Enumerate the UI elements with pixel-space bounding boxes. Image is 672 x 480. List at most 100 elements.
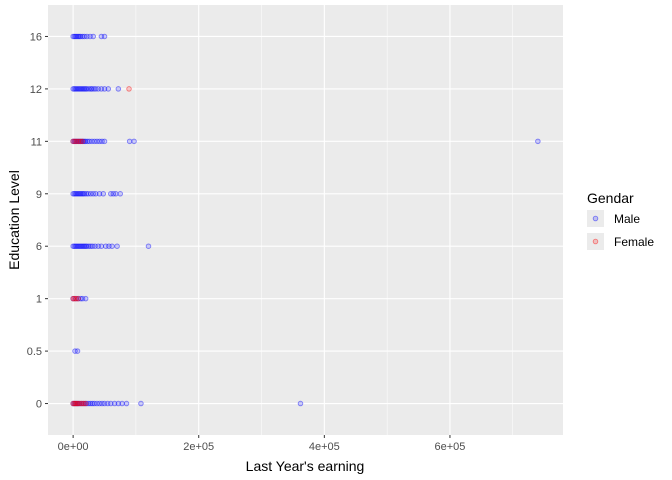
data-point — [108, 191, 114, 197]
gridlines — [48, 5, 563, 435]
data-point — [75, 86, 81, 92]
data-point — [84, 33, 90, 40]
data-point — [114, 243, 120, 249]
data-point — [74, 33, 80, 40]
data-point — [74, 243, 80, 249]
data-point — [86, 400, 92, 407]
data-point — [72, 400, 79, 407]
data-point — [84, 138, 91, 145]
data-points — [70, 33, 541, 407]
legend-title: Gendar — [587, 190, 634, 206]
x-tick-label: 2e+05 — [183, 441, 214, 453]
data-point — [70, 400, 76, 407]
data-point — [91, 400, 98, 407]
data-point — [76, 138, 83, 145]
y-tick-label: 9 — [36, 189, 42, 201]
y-tick-label: 12 — [30, 84, 42, 96]
data-point — [71, 191, 78, 197]
data-point — [71, 243, 78, 249]
data-point — [117, 191, 123, 197]
data-point — [82, 86, 89, 92]
data-point — [89, 400, 96, 407]
data-point — [80, 86, 86, 92]
x-tick-label: 4e+05 — [309, 441, 340, 453]
data-point — [72, 138, 78, 145]
data-point — [92, 191, 99, 197]
data-point — [110, 191, 117, 197]
legend-key — [587, 233, 604, 250]
data-point — [109, 243, 115, 249]
data-point — [115, 86, 122, 92]
data-point — [98, 243, 105, 249]
data-point — [75, 33, 81, 40]
data-point — [92, 243, 98, 249]
data-point — [84, 86, 90, 92]
data-point — [80, 400, 86, 407]
data-point — [101, 400, 108, 407]
data-point — [108, 400, 114, 407]
data-point — [76, 400, 83, 407]
y-tick-label: 16 — [30, 31, 42, 43]
data-point — [75, 138, 81, 145]
data-point — [92, 86, 99, 92]
legend-entries: Male Female — [587, 210, 654, 250]
data-point — [90, 33, 96, 40]
data-point — [87, 191, 94, 197]
data-point — [89, 86, 95, 92]
x-axis-title: Last Year's earning — [246, 458, 365, 474]
data-point — [86, 138, 93, 145]
data-point — [126, 138, 133, 145]
data-point — [74, 400, 80, 407]
data-point — [71, 400, 78, 407]
data-point — [82, 400, 88, 407]
data-point — [76, 33, 83, 40]
data-point — [77, 86, 84, 92]
data-point — [74, 138, 80, 145]
data-point — [81, 243, 88, 249]
data-point — [79, 33, 86, 40]
y-tick-label: 11 — [31, 136, 42, 148]
data-point — [89, 138, 95, 145]
data-point — [98, 86, 105, 92]
data-point — [75, 191, 81, 197]
data-point — [113, 191, 119, 197]
data-point — [81, 191, 88, 197]
data-point — [79, 86, 85, 92]
data-point — [72, 33, 79, 40]
data-point — [123, 400, 130, 407]
data-point — [90, 191, 96, 197]
data-point — [77, 191, 84, 197]
data-point — [101, 33, 108, 40]
data-point — [91, 138, 98, 145]
data-point — [70, 86, 76, 92]
data-point — [74, 348, 81, 354]
legend-label: Female — [614, 235, 654, 249]
data-point — [131, 138, 137, 145]
data-point — [79, 243, 85, 249]
data-point — [84, 400, 90, 407]
data-point — [71, 400, 78, 407]
series-female — [70, 86, 132, 407]
data-point — [111, 400, 118, 407]
data-point — [70, 400, 76, 407]
legend-key — [587, 210, 604, 227]
data-point — [71, 33, 78, 40]
data-point — [79, 191, 85, 197]
x-axis-ticks: 0e+00 2e+05 4e+05 6e+05 — [58, 435, 465, 453]
data-point — [70, 191, 76, 197]
data-point — [78, 400, 85, 407]
data-point — [71, 86, 78, 92]
data-point — [96, 138, 103, 145]
data-point — [103, 243, 109, 249]
data-point — [84, 243, 90, 249]
data-point — [77, 138, 84, 145]
data-point — [101, 86, 108, 92]
data-point — [82, 138, 89, 145]
data-point — [95, 86, 101, 92]
legend-label: Male — [614, 212, 640, 226]
data-point — [70, 33, 76, 40]
y-tick-label: 6 — [36, 241, 42, 253]
data-point — [79, 295, 86, 302]
